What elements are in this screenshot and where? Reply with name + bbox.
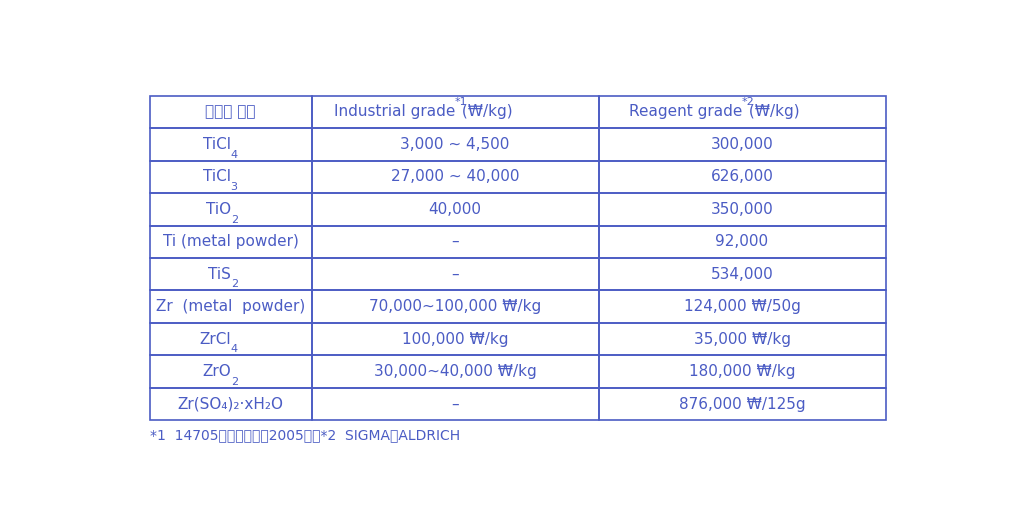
Bar [599,96,886,128]
Text: Zr  (metal  powder): Zr (metal powder) [156,299,305,314]
Text: 180,000 ₩/kg: 180,000 ₩/kg [689,364,795,379]
Bar [312,128,599,161]
Text: Ti (metal powder): Ti (metal powder) [163,235,299,249]
Text: 원료의 종류: 원료의 종류 [205,104,256,120]
Bar [599,161,886,193]
Text: 626,000: 626,000 [711,169,774,184]
Text: (₩/kg): (₩/kg) [744,104,800,120]
Bar [149,96,312,128]
Text: 2: 2 [230,214,237,225]
Text: 2: 2 [230,279,237,289]
Bar [312,388,599,421]
Text: –: – [451,235,459,249]
Bar [599,258,886,290]
Bar [599,290,886,323]
Text: ZrCl: ZrCl [199,331,230,347]
Bar [149,226,312,258]
Text: TiS: TiS [208,267,230,282]
Text: 124,000 ₩/50g: 124,000 ₩/50g [684,299,801,314]
Bar [312,290,599,323]
Bar [599,226,886,258]
Bar [312,161,599,193]
Text: *2: *2 [742,97,754,108]
Text: TiCl: TiCl [203,169,230,184]
Text: 534,000: 534,000 [711,267,774,282]
Text: 4: 4 [230,150,237,160]
Text: 4: 4 [230,344,237,354]
Bar [312,258,599,290]
Text: 35,000 ₩/kg: 35,000 ₩/kg [694,331,791,347]
Bar [599,193,886,226]
Bar [312,226,599,258]
Text: 876,000 ₩/125g: 876,000 ₩/125g [679,397,805,412]
Text: 30,000~40,000 ₩/kg: 30,000~40,000 ₩/kg [374,364,536,379]
Bar [312,355,599,388]
Bar [149,290,312,323]
Text: 92,000: 92,000 [715,235,769,249]
Bar [599,128,886,161]
Bar [599,388,886,421]
Bar [599,355,886,388]
Bar [149,193,312,226]
Text: –: – [451,397,459,412]
Text: (₩/kg): (₩/kg) [458,104,513,120]
Text: TiO: TiO [206,202,230,217]
Bar [312,323,599,355]
Bar [149,128,312,161]
Bar [312,96,599,128]
Bar [149,323,312,355]
Text: 3: 3 [230,182,237,192]
Text: 70,000~100,000 ₩/kg: 70,000~100,000 ₩/kg [369,299,541,314]
Bar [149,161,312,193]
Bar [599,323,886,355]
Text: 100,000 ₩/kg: 100,000 ₩/kg [402,331,508,347]
Bar [149,388,312,421]
Text: 2: 2 [230,377,237,387]
Bar [149,258,312,290]
Text: ZrO: ZrO [202,364,230,379]
Text: 350,000: 350,000 [711,202,774,217]
Bar [312,193,599,226]
Text: Reagent grade: Reagent grade [628,104,742,120]
Text: TiCl: TiCl [203,137,230,152]
Text: –: – [451,267,459,282]
Bar [149,355,312,388]
Text: 40,000: 40,000 [428,202,482,217]
Text: Industrial grade: Industrial grade [333,104,456,120]
Text: 3,000 ~ 4,500: 3,000 ~ 4,500 [400,137,510,152]
Text: *1  14705の化学商品（2005），*2  SIGMA－ALDRICH: *1 14705の化学商品（2005），*2 SIGMA－ALDRICH [149,428,460,443]
Text: Zr(SO₄)₂·xH₂O: Zr(SO₄)₂·xH₂O [178,397,284,412]
Text: *1: *1 [456,97,468,108]
Text: 27,000 ~ 40,000: 27,000 ~ 40,000 [391,169,519,184]
Text: 300,000: 300,000 [711,137,774,152]
